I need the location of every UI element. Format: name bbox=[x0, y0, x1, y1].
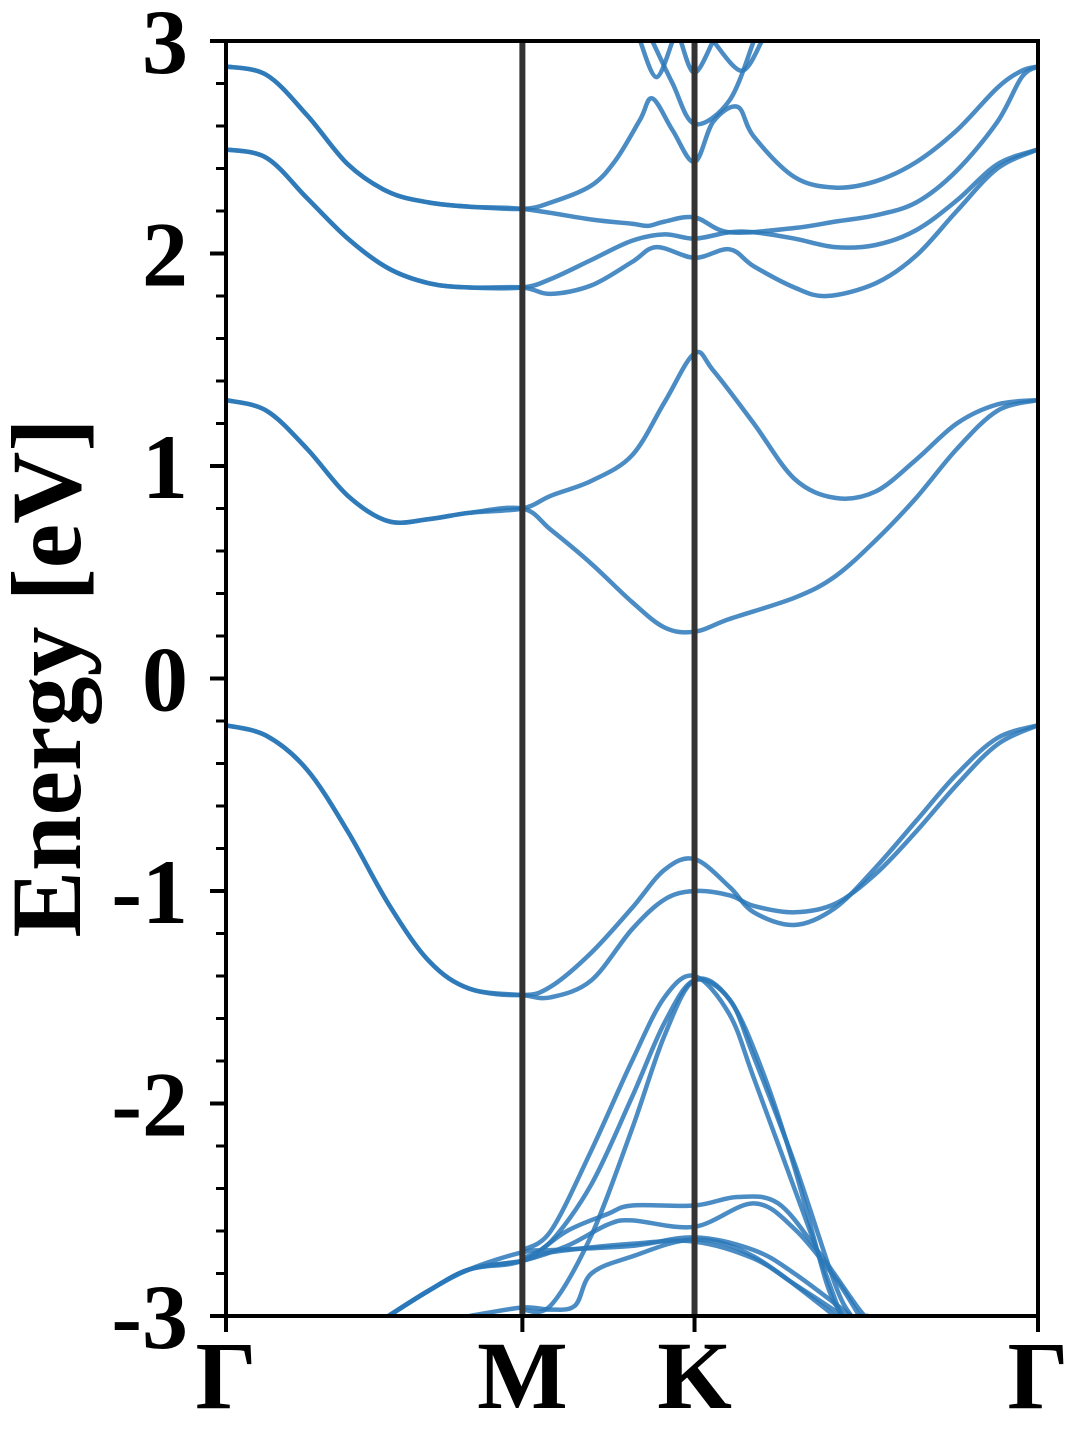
y-tick-labels: -3 -2 -1 0 1 2 3 bbox=[111, 0, 188, 1368]
band-line-9 bbox=[520, 973, 843, 1316]
kpoint-vertical-lines bbox=[519, 41, 698, 1316]
band-line-16 bbox=[467, 1237, 838, 1316]
y-tick-label: 1 bbox=[142, 416, 188, 518]
band-line-14 bbox=[386, 1238, 846, 1316]
y-tick-label: 3 bbox=[142, 0, 188, 93]
band-line-10 bbox=[520, 977, 854, 1316]
band-line-11 bbox=[520, 976, 846, 1316]
band-lines bbox=[226, 41, 1038, 1316]
band-line-17 bbox=[637, 41, 675, 80]
band-line-1 bbox=[226, 64, 1038, 235]
band-line-2 bbox=[226, 64, 1038, 212]
x-tick-label: Γ bbox=[1007, 1322, 1068, 1429]
band-line-4 bbox=[226, 147, 1038, 299]
y-tick-label: -1 bbox=[111, 841, 188, 943]
y-tick-label: 0 bbox=[142, 629, 188, 731]
x-tick-label: Γ bbox=[195, 1322, 256, 1429]
y-tick-label: 2 bbox=[142, 204, 188, 306]
band-line-7 bbox=[226, 723, 1038, 998]
band-line-8 bbox=[226, 723, 1038, 1001]
y-axis-label: Energy [eV] bbox=[0, 418, 102, 937]
band-line-15 bbox=[386, 1235, 854, 1316]
y-tick-label: -3 bbox=[111, 1266, 188, 1368]
band-line-20 bbox=[710, 41, 765, 74]
y-tick-label: -2 bbox=[111, 1054, 188, 1156]
band-line-6 bbox=[226, 397, 1038, 635]
y-major-ticks bbox=[210, 39, 1040, 1332]
x-tick-label: M bbox=[477, 1322, 568, 1429]
x-tick-label: K bbox=[657, 1322, 732, 1429]
band-line-3 bbox=[226, 147, 1038, 291]
